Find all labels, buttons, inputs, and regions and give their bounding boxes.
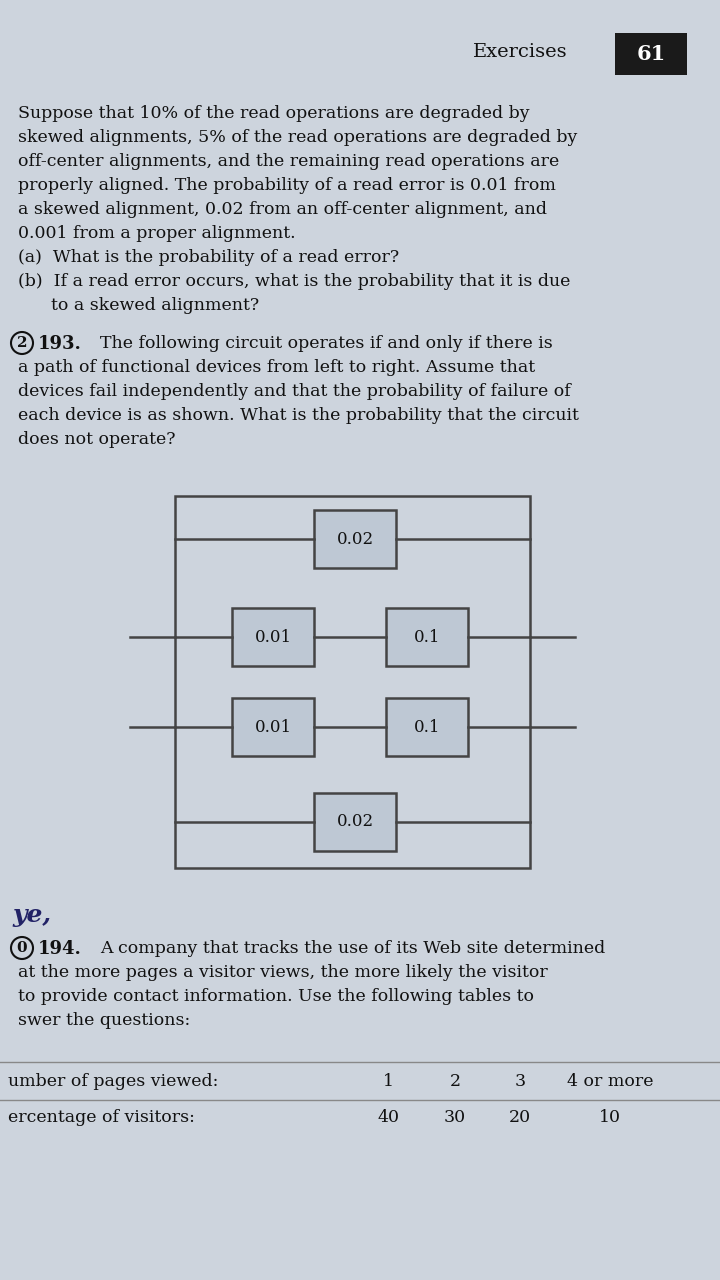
Text: Exercises: Exercises [473, 44, 567, 61]
Text: 0: 0 [17, 941, 27, 955]
Bar [232, 698, 314, 756]
Text: 0.01: 0.01 [254, 718, 292, 736]
Text: a skewed alignment, 0.02 from an off-center alignment, and: a skewed alignment, 0.02 from an off-cen… [18, 201, 547, 218]
Text: 0.1: 0.1 [414, 718, 440, 736]
Text: to a skewed alignment?: to a skewed alignment? [18, 297, 259, 314]
Bar [386, 698, 468, 756]
Text: 61: 61 [636, 44, 665, 64]
Text: umber of pages viewed:: umber of pages viewed: [8, 1074, 218, 1091]
Text: properly aligned. The probability of a read error is 0.01 from: properly aligned. The probability of a r… [18, 177, 556, 195]
Text: (a)  What is the probability of a read error?: (a) What is the probability of a read er… [18, 250, 399, 266]
Text: 194.: 194. [38, 940, 82, 957]
Text: 10: 10 [599, 1108, 621, 1125]
Text: 2: 2 [17, 335, 27, 349]
Text: Suppose that 10% of the read operations are degraded by: Suppose that 10% of the read operations … [18, 105, 530, 122]
Text: at the more pages a visitor views, the more likely the visitor: at the more pages a visitor views, the m… [18, 964, 548, 980]
Text: skewed alignments, 5% of the read operations are degraded by: skewed alignments, 5% of the read operat… [18, 129, 577, 146]
Text: to provide contact information. Use the following tables to: to provide contact information. Use the … [18, 988, 534, 1005]
Text: each device is as shown. What is the probability that the circuit: each device is as shown. What is the pro… [18, 407, 579, 424]
Text: A company that tracks the use of its Web site determined: A company that tracks the use of its Web… [100, 940, 606, 957]
Bar [615, 33, 687, 76]
Text: The following circuit operates if and only if there is: The following circuit operates if and on… [100, 335, 553, 352]
Bar [175, 495, 530, 868]
Text: (b)  If a read error occurs, what is the probability that it is due: (b) If a read error occurs, what is the … [18, 273, 570, 291]
Text: 193.: 193. [38, 335, 82, 353]
Bar [232, 608, 314, 666]
Text: 40: 40 [377, 1108, 399, 1125]
Bar [386, 608, 468, 666]
Text: 0.02: 0.02 [336, 530, 374, 548]
Text: 2: 2 [449, 1074, 461, 1091]
Bar [314, 509, 396, 568]
Text: 0.001 from a proper alignment.: 0.001 from a proper alignment. [18, 225, 296, 242]
Text: 0.02: 0.02 [336, 814, 374, 831]
Text: ye,: ye, [12, 902, 51, 927]
Text: 4 or more: 4 or more [567, 1074, 653, 1091]
Text: off-center alignments, and the remaining read operations are: off-center alignments, and the remaining… [18, 154, 559, 170]
Text: swer the questions:: swer the questions: [18, 1012, 190, 1029]
Text: 0.1: 0.1 [414, 628, 440, 645]
Bar [314, 794, 396, 851]
Text: devices fail independently and that the probability of failure of: devices fail independently and that the … [18, 383, 571, 399]
Text: 30: 30 [444, 1108, 466, 1125]
Text: 0.01: 0.01 [254, 628, 292, 645]
Text: a path of functional devices from left to right. Assume that: a path of functional devices from left t… [18, 358, 535, 376]
Text: 1: 1 [382, 1074, 394, 1091]
Text: ercentage of visitors:: ercentage of visitors: [8, 1108, 195, 1125]
Text: 20: 20 [509, 1108, 531, 1125]
Text: 3: 3 [514, 1074, 526, 1091]
Text: does not operate?: does not operate? [18, 431, 176, 448]
